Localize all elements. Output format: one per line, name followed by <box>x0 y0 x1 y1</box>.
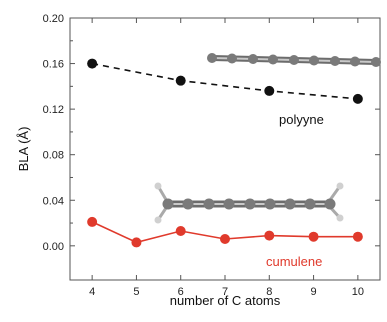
x-tick-label: 10 <box>352 286 364 298</box>
data-point-cumulene <box>175 226 186 237</box>
series-label-cumulene: cumulene <box>266 254 322 269</box>
y-tick-label: 0.20 <box>43 13 64 25</box>
data-point-cumulene <box>308 231 319 242</box>
data-point-cumulene <box>352 231 363 242</box>
data-point-polyyne <box>264 85 275 96</box>
data-point-cumulene <box>220 233 230 244</box>
y-tick-label: 0.00 <box>43 241 64 253</box>
data-point-cumulene <box>264 230 275 241</box>
x-axis-ticks: 4 5 6 7 8 9 10 <box>89 18 364 298</box>
x-tick-label: 5 <box>133 286 139 298</box>
data-point-cumulene <box>87 216 98 227</box>
series-line-polyyne <box>91 62 358 100</box>
polyyne-molecule-icon <box>207 53 381 67</box>
cumulene-molecule-icon <box>154 182 344 224</box>
x-tick-label: 6 <box>178 286 184 298</box>
data-point-polyyne <box>175 75 186 86</box>
y-axis-ticks: 0.00 0.04 0.08 0.12 0.16 0.20 <box>43 13 380 253</box>
y-tick-label: 0.04 <box>43 195 64 207</box>
y-tick-label: 0.12 <box>43 104 64 116</box>
y-axis-label: BLA (Å) <box>16 127 31 172</box>
x-tick-label: 7 <box>222 286 228 298</box>
series-layer <box>87 58 363 248</box>
x-tick-label: 8 <box>266 286 272 298</box>
x-tick-label: 9 <box>311 286 317 298</box>
x-axis-label: number of C atoms <box>170 293 281 308</box>
data-point-polyyne <box>87 58 98 69</box>
series-label-polyyne: polyyne <box>279 112 324 127</box>
x-tick-label: 4 <box>89 286 95 298</box>
y-tick-label: 0.08 <box>43 150 64 162</box>
data-point-polyyne <box>352 93 363 104</box>
data-point-cumulene <box>131 237 142 248</box>
y-tick-label: 0.16 <box>43 59 64 71</box>
